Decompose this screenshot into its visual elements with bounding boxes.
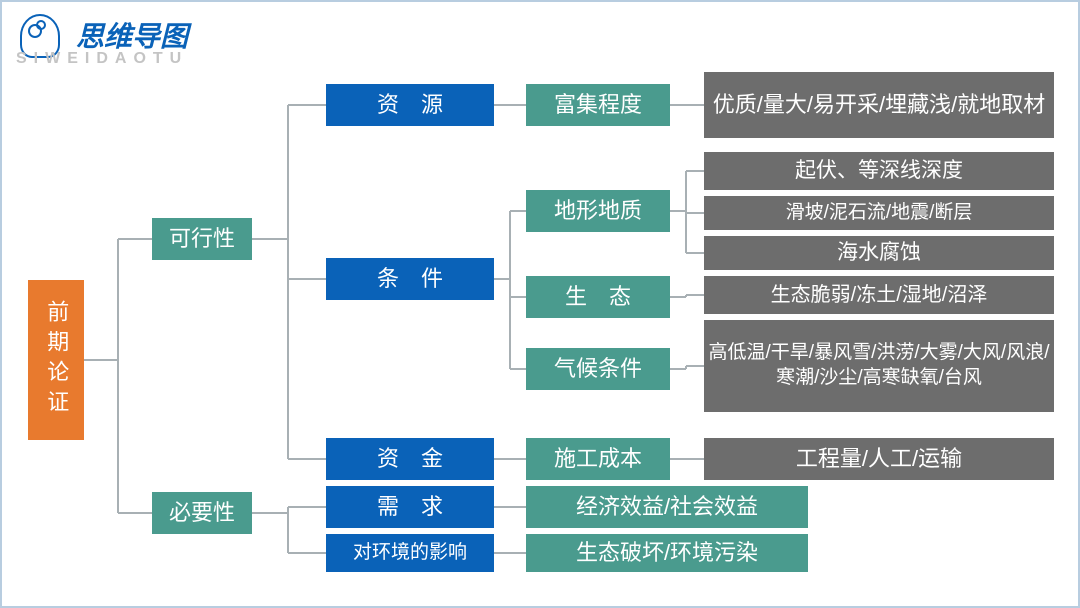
node-pollution: 生态破坏/环境污染	[526, 534, 808, 572]
node-ecology: 生 态	[526, 276, 670, 318]
title-cn: 思维导图	[76, 23, 188, 51]
node-demand: 需 求	[326, 486, 494, 528]
node-resource: 资 源	[326, 84, 494, 126]
node-necessary: 必要性	[152, 492, 252, 534]
node-richness: 富集程度	[526, 84, 670, 126]
node-ter_d2: 滑坡/泥石流/地震/断层	[704, 196, 1054, 230]
node-ter_d3: 海水腐蚀	[704, 236, 1054, 270]
node-fund: 资 金	[326, 438, 494, 480]
node-feasible: 可行性	[152, 218, 252, 260]
title-en: SIWEIDAOTU	[16, 50, 188, 68]
node-cost_d: 工程量/人工/运输	[704, 438, 1054, 480]
node-condition: 条 件	[326, 258, 494, 300]
node-cli_d: 高低温/干旱/暴风雪/洪涝/大雾/大风/风浪/寒潮/沙尘/高寒缺氧/台风	[704, 320, 1054, 412]
node-cost: 施工成本	[526, 438, 670, 480]
node-climate: 气候条件	[526, 348, 670, 390]
node-ter_d1: 起伏、等深线深度	[704, 152, 1054, 190]
node-res_d: 优质/量大/易开采/埋藏浅/就地取材	[704, 72, 1054, 138]
node-economic: 经济效益/社会效益	[526, 486, 808, 528]
node-root: 前期论证	[28, 280, 84, 440]
node-env: 对环境的影响	[326, 534, 494, 572]
node-eco_d: 生态脆弱/冻土/湿地/沼泽	[704, 276, 1054, 314]
node-terrain: 地形地质	[526, 190, 670, 232]
